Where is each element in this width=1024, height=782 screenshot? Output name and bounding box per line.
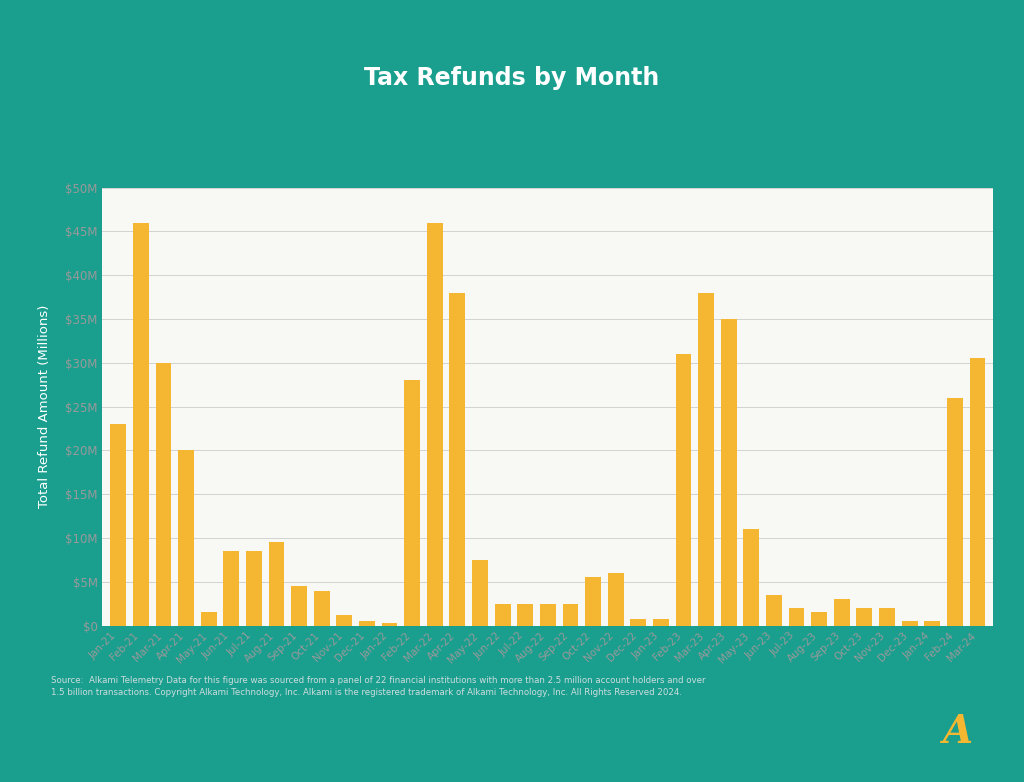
Bar	[156, 363, 171, 626]
Text: Source:  Alkami Telemetry Data for this figure was sourced from a panel of 22 fi: Source: Alkami Telemetry Data for this f…	[51, 676, 706, 698]
Bar	[111, 424, 126, 626]
Bar	[585, 577, 601, 626]
Bar	[562, 604, 579, 626]
Bar	[313, 590, 330, 626]
Bar	[970, 358, 985, 626]
Bar	[676, 354, 691, 626]
Bar	[766, 595, 782, 626]
Bar	[608, 573, 624, 626]
Bar	[223, 551, 240, 626]
Bar	[879, 608, 895, 626]
Bar	[450, 292, 465, 626]
Bar	[472, 560, 487, 626]
Bar	[427, 223, 442, 626]
Bar	[382, 623, 397, 626]
Bar	[653, 619, 669, 626]
Bar	[811, 612, 827, 626]
Bar	[291, 586, 307, 626]
Bar	[404, 380, 420, 626]
Bar	[631, 619, 646, 626]
Bar	[902, 621, 918, 626]
Bar	[925, 621, 940, 626]
Bar	[178, 450, 194, 626]
Bar	[540, 604, 556, 626]
Bar	[834, 599, 850, 626]
Bar	[743, 529, 759, 626]
Bar	[721, 319, 736, 626]
Bar	[788, 608, 805, 626]
Bar	[359, 621, 375, 626]
Y-axis label: Total Refund Amount (Millions): Total Refund Amount (Millions)	[38, 305, 51, 508]
Text: Tax Refunds by Month: Tax Refunds by Month	[365, 66, 659, 90]
Bar	[698, 292, 714, 626]
Bar	[337, 615, 352, 626]
Bar	[495, 604, 511, 626]
Text: A: A	[942, 712, 973, 751]
Bar	[133, 223, 148, 626]
Bar	[517, 604, 534, 626]
Bar	[856, 608, 872, 626]
Bar	[268, 543, 285, 626]
Bar	[947, 398, 963, 626]
Bar	[201, 612, 217, 626]
Bar	[246, 551, 262, 626]
